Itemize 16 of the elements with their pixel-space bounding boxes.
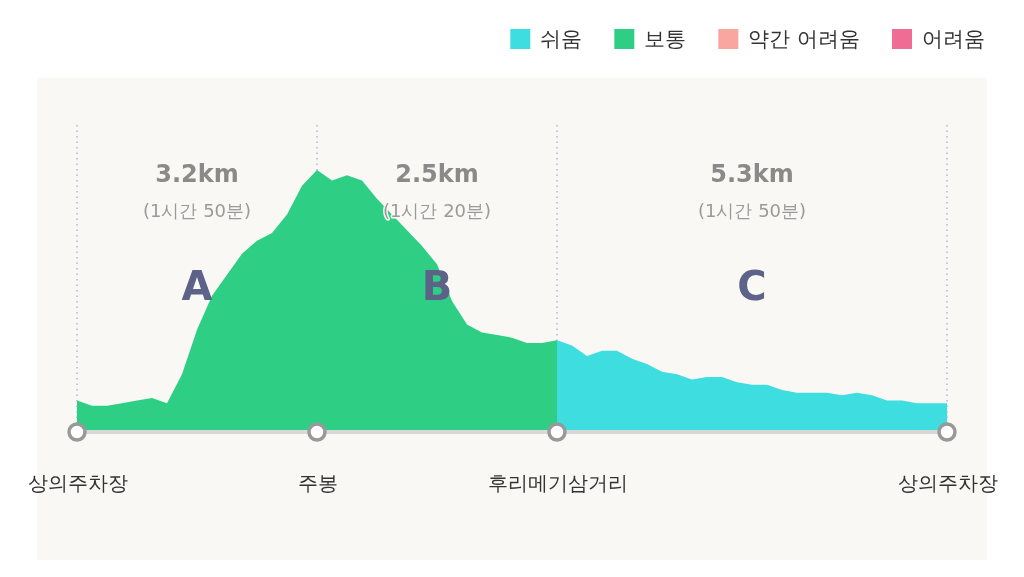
annotation: 3.2km xyxy=(155,160,239,188)
annotation: (1시간 50분) xyxy=(142,200,252,221)
x-tick-label: 후리메기삼거리 xyxy=(487,471,628,495)
x-tick-label: 상의주차장 xyxy=(897,471,998,495)
annotation: C xyxy=(737,263,767,309)
annotation: 5.3km xyxy=(710,160,794,188)
legend-label: 약간 어려움 xyxy=(748,27,860,51)
legend-label: 쉬움 xyxy=(540,27,583,51)
annotation: A xyxy=(181,263,213,309)
x-tick-label: 주봉 xyxy=(297,471,338,495)
annotation: 2.5km xyxy=(395,160,479,188)
annotation: (1시간 50분) xyxy=(697,200,807,221)
legend-label: 어려움 xyxy=(922,27,985,51)
x-tick-label: 상의주차장 xyxy=(27,471,128,495)
annotation: B xyxy=(421,263,453,309)
legend-label: 보통 xyxy=(644,27,687,51)
